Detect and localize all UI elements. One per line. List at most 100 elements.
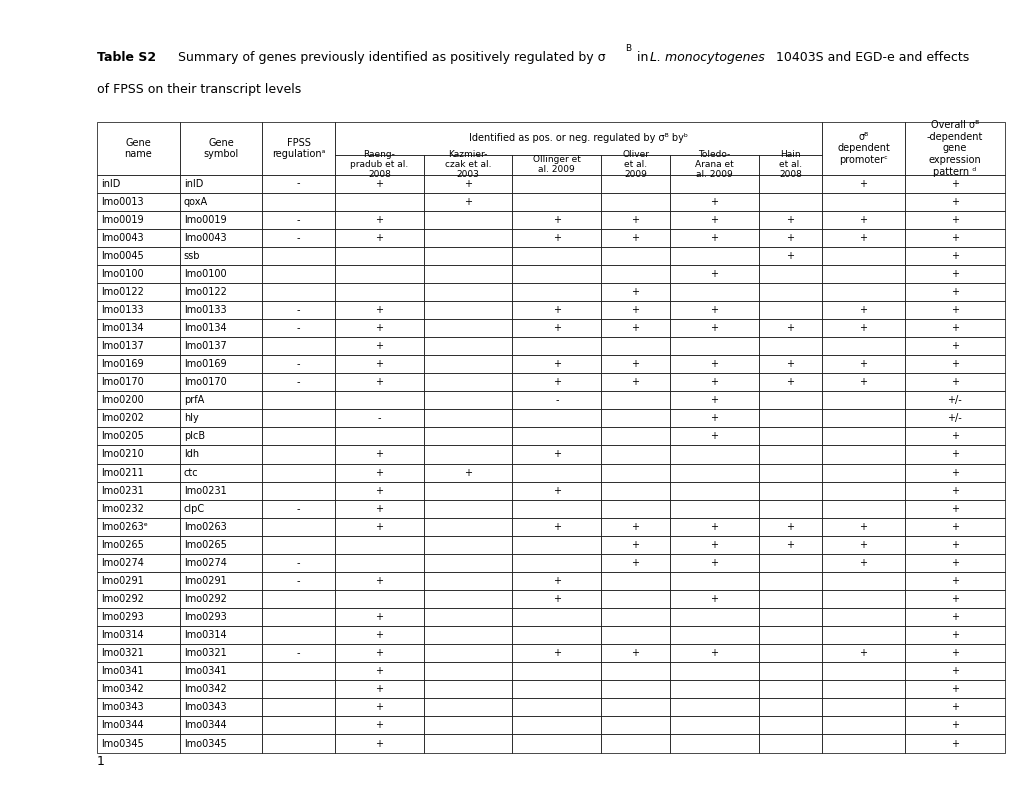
- Bar: [512, 518, 600, 536]
- Bar: [600, 626, 669, 644]
- Text: +: +: [950, 738, 958, 749]
- Bar: [600, 481, 669, 500]
- Bar: [821, 301, 904, 319]
- Bar: [423, 337, 512, 355]
- Text: +: +: [552, 214, 560, 225]
- Bar: [512, 409, 600, 427]
- Bar: [821, 337, 904, 355]
- Text: inlD: inlD: [101, 179, 120, 188]
- Text: +: +: [631, 359, 639, 370]
- Bar: [600, 463, 669, 481]
- Text: lmo0169: lmo0169: [183, 359, 226, 370]
- Text: +: +: [375, 667, 383, 676]
- Bar: [179, 355, 262, 374]
- Bar: [334, 174, 423, 192]
- Bar: [600, 445, 669, 463]
- Bar: [600, 500, 669, 518]
- Bar: [904, 626, 1004, 644]
- Bar: [262, 554, 334, 572]
- Bar: [904, 644, 1004, 662]
- Bar: [179, 608, 262, 626]
- Bar: [423, 319, 512, 337]
- Text: +: +: [786, 251, 794, 261]
- Bar: [669, 698, 758, 716]
- Bar: [262, 301, 334, 319]
- Bar: [904, 427, 1004, 445]
- Text: clpC: clpC: [183, 504, 205, 514]
- Bar: [423, 698, 512, 716]
- Bar: [821, 662, 904, 680]
- Text: lmo0122: lmo0122: [101, 287, 144, 297]
- Bar: [97, 626, 179, 644]
- Bar: [262, 229, 334, 247]
- Bar: [669, 174, 758, 192]
- Bar: [904, 409, 1004, 427]
- Text: +: +: [552, 232, 560, 243]
- Text: +: +: [950, 287, 958, 297]
- Text: Hain
et al.
2008: Hain et al. 2008: [779, 150, 801, 180]
- Text: +: +: [709, 269, 717, 279]
- Bar: [904, 122, 1004, 174]
- Text: +: +: [950, 702, 958, 712]
- Text: +: +: [709, 414, 717, 423]
- Text: lmo0344: lmo0344: [183, 720, 226, 730]
- Text: -: -: [297, 649, 300, 658]
- Bar: [423, 554, 512, 572]
- Text: +: +: [786, 232, 794, 243]
- Bar: [669, 554, 758, 572]
- Bar: [179, 554, 262, 572]
- Bar: [821, 192, 904, 210]
- Bar: [821, 680, 904, 698]
- Text: lmo0342: lmo0342: [183, 684, 226, 694]
- Bar: [904, 265, 1004, 283]
- Text: in: in: [633, 51, 652, 64]
- Bar: [334, 590, 423, 608]
- Text: +: +: [950, 341, 958, 351]
- Text: -: -: [297, 504, 300, 514]
- Bar: [758, 301, 821, 319]
- Bar: [97, 590, 179, 608]
- Bar: [512, 481, 600, 500]
- Bar: [179, 463, 262, 481]
- Bar: [97, 463, 179, 481]
- Bar: [758, 608, 821, 626]
- Bar: [334, 427, 423, 445]
- Text: lmo0134: lmo0134: [101, 323, 144, 333]
- Bar: [821, 536, 904, 554]
- Bar: [821, 409, 904, 427]
- Text: -: -: [297, 576, 300, 586]
- Bar: [904, 301, 1004, 319]
- Text: lmo0291: lmo0291: [183, 576, 226, 586]
- Bar: [423, 427, 512, 445]
- Text: +: +: [786, 359, 794, 370]
- Bar: [97, 392, 179, 409]
- Bar: [904, 463, 1004, 481]
- Bar: [334, 247, 423, 265]
- Text: lmo0013: lmo0013: [101, 197, 144, 206]
- Bar: [904, 518, 1004, 536]
- Bar: [758, 283, 821, 301]
- Bar: [821, 374, 904, 392]
- Bar: [904, 481, 1004, 500]
- Text: lmo0265: lmo0265: [101, 540, 144, 550]
- Bar: [600, 210, 669, 229]
- Bar: [669, 716, 758, 734]
- Bar: [179, 247, 262, 265]
- Text: +: +: [950, 558, 958, 568]
- Text: +: +: [950, 449, 958, 459]
- Text: +: +: [950, 720, 958, 730]
- Bar: [758, 192, 821, 210]
- Bar: [262, 247, 334, 265]
- Bar: [97, 301, 179, 319]
- Text: +: +: [375, 359, 383, 370]
- Bar: [600, 301, 669, 319]
- Text: +: +: [552, 649, 560, 658]
- Bar: [669, 481, 758, 500]
- Text: +: +: [859, 522, 866, 532]
- Text: lmo0137: lmo0137: [101, 341, 144, 351]
- Bar: [179, 229, 262, 247]
- Bar: [821, 572, 904, 590]
- Bar: [179, 192, 262, 210]
- Bar: [758, 409, 821, 427]
- Bar: [334, 500, 423, 518]
